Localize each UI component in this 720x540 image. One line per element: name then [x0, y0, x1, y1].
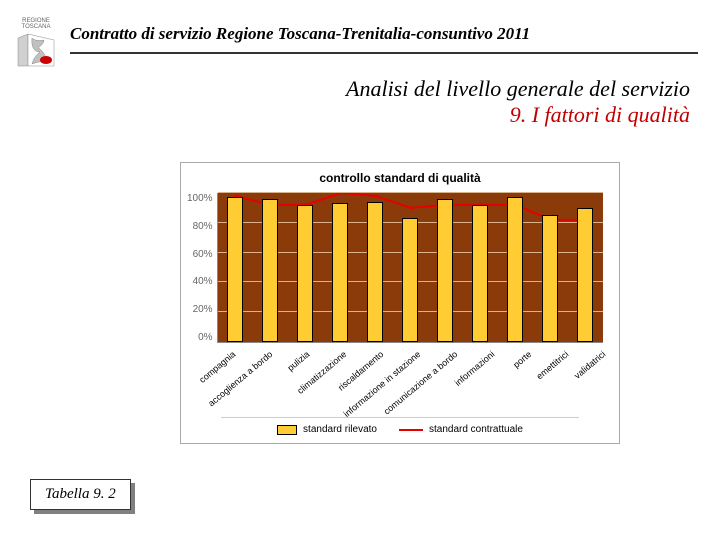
legend-item: standard contrattuale: [399, 424, 523, 435]
chart-plot-area: [217, 193, 603, 343]
bar: [227, 197, 243, 342]
chart-title: controllo standard di qualità: [181, 163, 619, 189]
legend-label: standard contrattuale: [429, 424, 523, 435]
bar: [297, 205, 313, 342]
bar: [402, 218, 418, 342]
quality-chart: controllo standard di qualità 100% 80% 60%…: [180, 162, 620, 444]
section-title: Analisi del livello generale del servizi…: [0, 70, 720, 102]
subtitle: 9. I fattori di qualità: [0, 102, 720, 128]
legend-label: standard rilevato: [303, 424, 377, 435]
x-label: accoglienza a bordo: [207, 349, 275, 408]
y-tick: 0%: [187, 332, 213, 343]
contract-line: [235, 193, 585, 220]
bar: [507, 197, 523, 342]
bar: [577, 208, 593, 342]
y-tick: 60%: [187, 249, 213, 260]
chart-x-axis: compagniaaccoglienza a bordopuliziaclima…: [213, 345, 619, 417]
chart-y-axis: 100% 80% 60% 40% 20% 0%: [187, 193, 217, 343]
line-marker: [409, 206, 412, 209]
bar: [542, 215, 558, 342]
x-label: emettitrici: [534, 349, 570, 381]
legend-item: standard rilevato: [277, 424, 377, 435]
y-tick: 80%: [187, 221, 213, 232]
x-label: porte: [511, 349, 533, 370]
legend-swatch-box: [277, 425, 297, 435]
legend-swatch-line: [399, 429, 423, 431]
tabella-label: Tabella 9. 2: [30, 479, 131, 510]
line-marker: [339, 193, 342, 194]
y-tick: 100%: [187, 193, 213, 204]
y-tick: 20%: [187, 304, 213, 315]
x-label: pulizia: [286, 349, 312, 373]
x-label: validatrici: [572, 349, 607, 381]
bar: [472, 205, 488, 342]
x-label: informazioni: [453, 349, 497, 388]
regione-toscana-logo: REGIONE TOSCANA: [14, 18, 58, 70]
bar: [332, 203, 348, 342]
chart-legend: standard rilevato standard contrattuale: [221, 417, 579, 443]
y-tick: 40%: [187, 276, 213, 287]
bar: [437, 199, 453, 342]
x-label: comunicazione a bordo: [382, 349, 460, 416]
line-marker: [374, 194, 377, 197]
bar: [262, 199, 278, 342]
page-header-title: Contratto di servizio Regione Toscana-Tr…: [70, 24, 698, 54]
bar: [367, 202, 383, 342]
grid-line: [218, 192, 603, 193]
